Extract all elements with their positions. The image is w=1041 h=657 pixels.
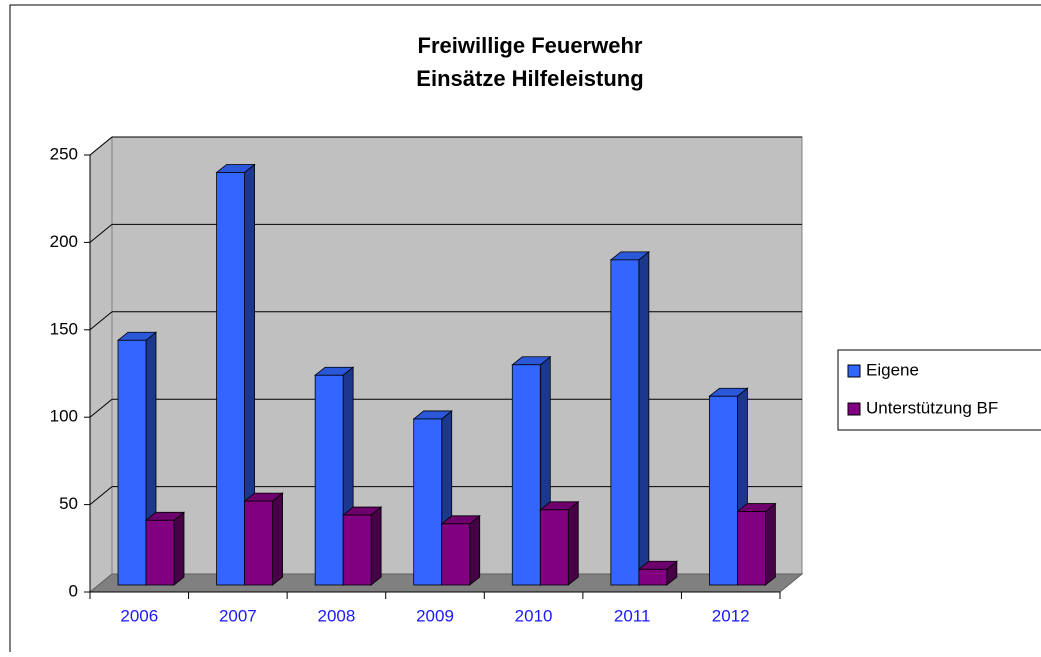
bar: [737, 511, 766, 586]
bar-side: [173, 511, 185, 586]
y-tick-label: 250: [50, 144, 78, 163]
chart-title: Freiwillige Feuerwehr: [418, 33, 643, 58]
bar: [539, 509, 569, 586]
bar-side: [272, 492, 283, 586]
legend-label: Eigene: [866, 360, 919, 379]
bar: [709, 395, 738, 586]
bar: [117, 339, 147, 586]
bar: [511, 364, 541, 586]
back-wall: [111, 136, 803, 575]
bar-side: [765, 502, 776, 586]
chart-title: Einsätze Hilfeleistung: [416, 66, 643, 91]
y-tick-label: 50: [59, 494, 78, 513]
grid-line: [89, 398, 113, 418]
y-tick-label: 150: [50, 319, 78, 338]
bar: [610, 259, 640, 586]
grid-line: [89, 311, 113, 331]
y-tick-label: 100: [50, 407, 78, 426]
bar: [342, 514, 372, 586]
bar: [216, 172, 245, 586]
bar: [314, 374, 344, 586]
bar-side: [567, 501, 579, 586]
x-tick-label: 2006: [120, 606, 158, 625]
grid-line: [89, 224, 113, 243]
bar: [244, 500, 273, 586]
y-tick-label: 0: [69, 581, 78, 600]
bar: [413, 418, 443, 586]
legend-swatch: [847, 364, 861, 378]
legend-swatch: [847, 402, 861, 416]
grid-line: [89, 486, 113, 505]
x-tick-label: 2007: [219, 606, 257, 625]
bar-side: [638, 251, 650, 586]
bar: [145, 519, 175, 586]
y-tick-label: 200: [50, 232, 78, 251]
side-wall: [89, 135, 113, 594]
legend-label: Unterstützung BF: [866, 398, 998, 417]
bar-side: [469, 514, 481, 586]
x-tick-label: 2009: [416, 606, 454, 625]
x-tick-label: 2011: [614, 606, 651, 625]
x-tick-label: 2008: [318, 606, 356, 625]
bar-side: [370, 506, 382, 586]
legend: [837, 349, 1041, 431]
x-tick-label: 2010: [515, 606, 553, 625]
grid-line: [89, 136, 113, 156]
x-tick-label: 2012: [712, 606, 750, 625]
bar: [638, 568, 668, 586]
bar: [441, 523, 471, 586]
